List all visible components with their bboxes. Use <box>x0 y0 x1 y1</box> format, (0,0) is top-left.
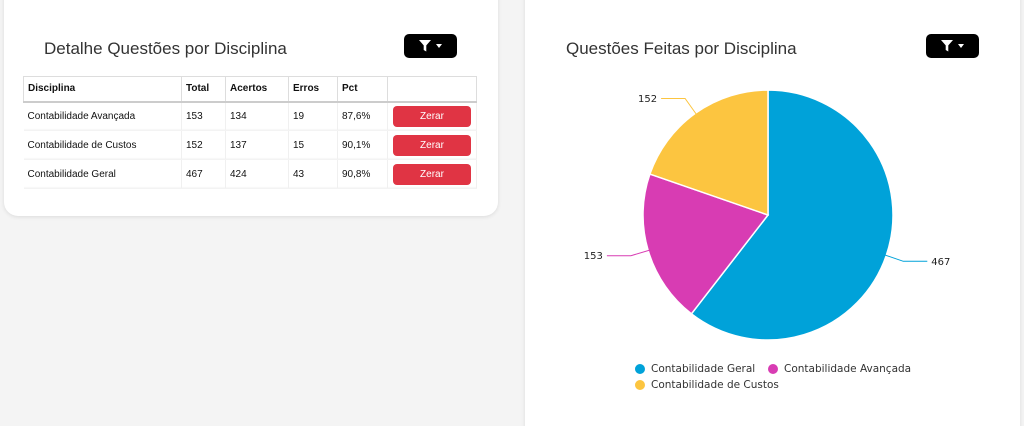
zerar-button[interactable]: Zerar <box>393 163 471 185</box>
table-row: Contabilidade Avançada 153 134 19 87,6% … <box>23 101 477 131</box>
legend-swatch <box>768 364 778 374</box>
cell-pct: 87,6% <box>337 101 388 131</box>
cell-disciplina: Contabilidade Avançada <box>23 101 182 131</box>
cell-action: Zerar <box>387 159 477 189</box>
column-header-action <box>387 76 477 103</box>
column-header-acertos[interactable]: Acertos <box>225 76 289 103</box>
column-header-total[interactable]: Total <box>181 76 226 103</box>
legend-item[interactable]: Contabilidade de Custos <box>635 379 779 391</box>
pie-value-label: 152 <box>638 94 657 105</box>
filter-button[interactable] <box>404 34 457 58</box>
cell-erros: 15 <box>288 130 338 160</box>
cell-erros: 43 <box>288 159 338 189</box>
pie-leader-line <box>606 248 655 257</box>
legend-item[interactable]: Contabilidade Avançada <box>768 363 911 375</box>
pie-chart: 467 153 152 <box>584 89 950 341</box>
column-header-erros[interactable]: Erros <box>288 76 338 103</box>
legend-label: Contabilidade Avançada <box>784 363 912 375</box>
cell-acertos: 137 <box>225 130 289 160</box>
pie-leader-line <box>661 98 700 119</box>
cell-action: Zerar <box>387 130 477 160</box>
legend-swatch <box>635 364 645 374</box>
cell-total: 467 <box>181 159 226 189</box>
legend-label: Contabilidade de Custos <box>651 379 779 391</box>
column-header-pct[interactable]: Pct <box>337 76 388 103</box>
table-row: Contabilidade de Custos 152 137 15 90,1%… <box>23 130 477 160</box>
cell-erros: 19 <box>288 101 338 131</box>
pie-value-label: 467 <box>931 257 950 268</box>
cell-acertos: 424 <box>225 159 289 189</box>
zerar-button[interactable]: Zerar <box>393 134 471 156</box>
pie-leader-line <box>880 253 928 262</box>
chevron-down-icon <box>436 44 442 48</box>
cell-pct: 90,8% <box>337 159 388 189</box>
table-row: Contabilidade Geral 467 424 43 90,8% Zer… <box>23 159 477 189</box>
zerar-button[interactable]: Zerar <box>393 105 471 127</box>
cell-pct: 90,1% <box>337 130 388 160</box>
cell-acertos: 134 <box>225 101 289 131</box>
filter-icon <box>941 40 953 52</box>
cell-disciplina: Contabilidade de Custos <box>23 130 182 160</box>
cell-total: 152 <box>181 130 226 160</box>
cell-disciplina: Contabilidade Geral <box>23 159 182 189</box>
cell-total: 153 <box>181 101 226 131</box>
detail-card-title: Detalhe Questões por Disciplina <box>44 39 287 58</box>
chevron-down-icon <box>958 44 964 48</box>
pie-value-label: 153 <box>584 251 603 262</box>
legend-item[interactable]: Contabilidade Geral <box>635 363 755 375</box>
pie-card-title: Questões Feitas por Disciplina <box>566 39 797 58</box>
detail-card: Detalhe Questões por Disciplina Discipli… <box>4 0 498 216</box>
filter-icon <box>419 40 431 52</box>
pie-card: Questões Feitas por Disciplina 467 153 152… <box>525 0 1020 426</box>
cell-action: Zerar <box>387 101 477 131</box>
column-header-disciplina[interactable]: Disciplina <box>23 76 182 103</box>
legend-label: Contabilidade Geral <box>651 363 756 375</box>
legend-swatch <box>635 380 645 390</box>
table-header-row: Disciplina Total Acertos Erros Pct <box>23 76 477 103</box>
discipline-table: Disciplina Total Acertos Erros Pct Conta… <box>23 76 477 189</box>
filter-button[interactable] <box>926 34 979 58</box>
